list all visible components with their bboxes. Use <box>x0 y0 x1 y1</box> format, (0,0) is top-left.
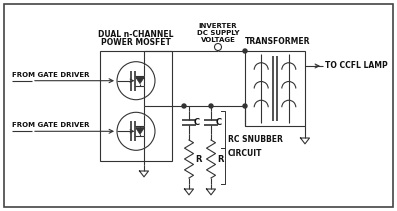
Text: C: C <box>194 118 200 127</box>
Text: FROM GATE DRIVER: FROM GATE DRIVER <box>12 122 89 128</box>
Circle shape <box>243 104 247 108</box>
Text: R: R <box>217 154 224 164</box>
Polygon shape <box>136 128 144 134</box>
Bar <box>245 51 305 126</box>
Text: RC SNUBBER: RC SNUBBER <box>228 134 283 143</box>
Text: INVERTER: INVERTER <box>198 23 237 29</box>
Text: TO CCFL LAMP: TO CCFL LAMP <box>325 61 388 70</box>
Polygon shape <box>136 78 144 84</box>
Text: R: R <box>195 154 202 164</box>
Circle shape <box>182 104 186 108</box>
Circle shape <box>209 104 213 108</box>
Text: TRANSFORMER: TRANSFORMER <box>245 37 311 46</box>
Text: C: C <box>216 118 222 127</box>
Text: DC SUPPLY: DC SUPPLY <box>197 30 239 36</box>
Text: VOLTAGE: VOLTAGE <box>200 37 235 43</box>
Text: POWER MOSFET: POWER MOSFET <box>101 38 171 47</box>
Bar <box>100 51 172 161</box>
Text: FROM GATE DRIVER: FROM GATE DRIVER <box>12 72 89 78</box>
Text: DUAL n-CHANNEL: DUAL n-CHANNEL <box>98 30 174 39</box>
Circle shape <box>243 49 247 53</box>
Text: CIRCUIT: CIRCUIT <box>228 149 262 157</box>
